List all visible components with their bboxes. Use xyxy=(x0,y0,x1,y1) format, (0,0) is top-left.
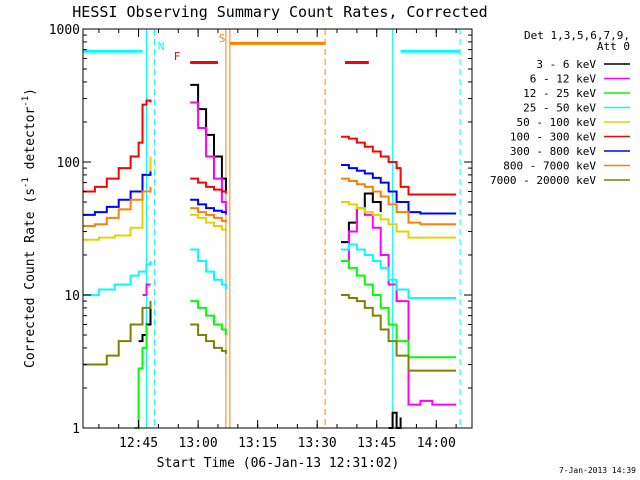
x-axis-label: Start Time (06-Jan-13 12:31:02) xyxy=(157,456,400,471)
series-7000-20000-kev-seg-1 xyxy=(190,323,227,354)
series-7000-20000-kev-seg-2 xyxy=(341,294,457,372)
y-tick-label-100: 100 xyxy=(57,156,80,171)
legend-label-25-50-kev: 25 - 50 keV xyxy=(523,102,596,115)
series-25-50-kev-seg-0 xyxy=(83,261,152,296)
flag-label-f: F xyxy=(174,50,181,63)
series-800-7000-kev-seg-1 xyxy=(190,207,227,223)
legend-label-300-800-kev: 300 - 800 keV xyxy=(510,145,596,158)
series-3-6-kev-seg-2 xyxy=(341,192,382,244)
series-12-25-kev-seg-1 xyxy=(190,300,227,335)
x-tick-label-1245: 12:45 xyxy=(119,436,158,451)
legend-label-800-7000-kev: 800 - 7000 keV xyxy=(503,160,596,173)
legend-header-attenuator: Att 0 xyxy=(597,40,630,53)
plot-area xyxy=(83,29,461,429)
y-axis-label: Corrected Count Rate (s-1 detector-1) xyxy=(21,88,38,368)
series-7000-20000-kev-seg-0 xyxy=(83,301,152,366)
series-50-100-kev-seg-0 xyxy=(83,156,152,241)
series-12-25-kev-seg-2 xyxy=(341,260,457,359)
flag-labels: NF S xyxy=(158,32,226,63)
legend-label-6-12-kev: 6 - 12 keV xyxy=(530,73,597,86)
x-tick-label-1330: 13:30 xyxy=(298,436,337,451)
legend: Det 1,3,5,6,7,9, Att 0 3 - 6 keV 6 - 12 k… xyxy=(490,29,630,187)
series-100-300-kev-seg-2 xyxy=(341,135,457,196)
series-6-12-kev-seg-2 xyxy=(341,207,457,406)
series-100-300-kev-seg-1 xyxy=(190,177,227,194)
series-6-12-kev-seg-1 xyxy=(190,101,227,215)
series-300-800-kev-seg-2 xyxy=(341,164,457,215)
series-3-6-kev-seg-1 xyxy=(190,83,227,192)
series-3-6-kev-seg-3 xyxy=(388,411,402,429)
chart-title: HESSI Observing Summary Count Rates, Cor… xyxy=(72,3,487,21)
series-50-100-kev-seg-2 xyxy=(341,201,457,239)
legend-label-3-6-kev: 3 - 6 keV xyxy=(536,58,596,71)
series-300-800-kev-seg-0 xyxy=(83,171,152,216)
flag-label-s: S xyxy=(219,32,226,45)
legend-label-12-25-kev: 12 - 25 keV xyxy=(523,87,596,100)
y-axis: 1 10 100 1000 xyxy=(49,23,472,437)
series-25-50-kev-seg-2 xyxy=(341,243,457,299)
series-12-25-kev-seg-0 xyxy=(134,324,148,429)
x-tick-label-1400: 14:00 xyxy=(417,436,456,451)
series-50-100-kev-seg-1 xyxy=(190,213,227,232)
series-800-7000-kev-seg-2 xyxy=(341,177,457,226)
y-tick-label-1: 1 xyxy=(72,422,80,437)
series-300-800-kev-seg-1 xyxy=(190,198,227,214)
legend-label-100-300-kev: 100 - 300 keV xyxy=(510,131,596,144)
series-6-12-kev-seg-0 xyxy=(142,283,151,296)
series-100-300-kev-seg-0 xyxy=(83,99,152,193)
legend-label-7000-20000-kev: 7000 - 20000 keV xyxy=(490,174,596,187)
flag-label-n: N xyxy=(158,40,165,53)
plot-timestamp: 7-Jan-2013 14:39 xyxy=(559,466,636,475)
y-tick-label-1000: 1000 xyxy=(49,23,80,38)
legend-header-detectors: Det 1,3,5,6,7,9, xyxy=(524,29,630,42)
x-tick-label-1345: 13:45 xyxy=(357,436,396,451)
series-25-50-kev-seg-1 xyxy=(190,248,227,290)
legend-label-50-100-kev: 50 - 100 keV xyxy=(517,116,597,129)
x-tick-label-1315: 13:15 xyxy=(238,436,277,451)
series-800-7000-kev-seg-0 xyxy=(83,186,152,227)
y-tick-label-10: 10 xyxy=(64,289,80,304)
x-tick-label-1300: 13:00 xyxy=(179,436,218,451)
x-axis: 12:45 13:00 13:15 13:30 13:45 14:00 xyxy=(98,29,457,451)
